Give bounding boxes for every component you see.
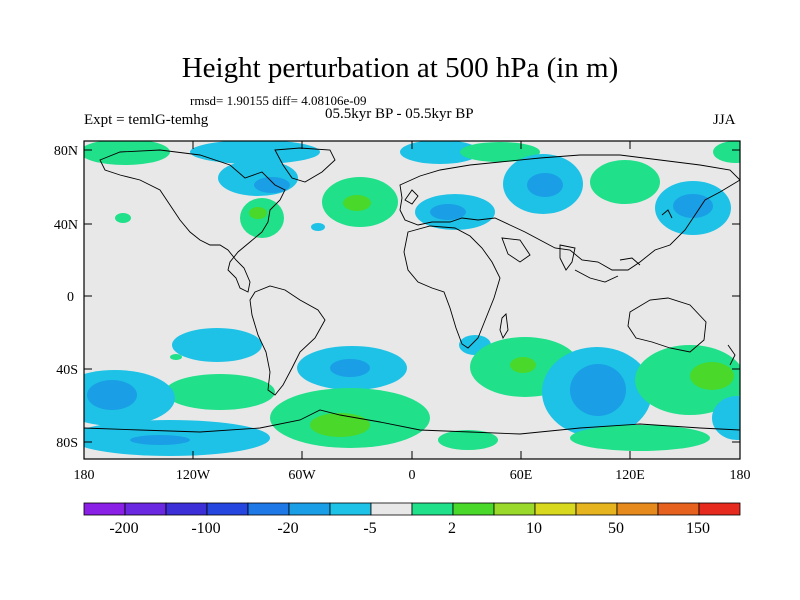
coastlines xyxy=(84,147,740,435)
colorbar-label: 150 xyxy=(686,520,710,537)
lon-label-60e: 60E xyxy=(510,468,533,483)
lat-label-40n: 40N xyxy=(54,218,78,233)
lon-label-120w: 120W xyxy=(176,468,211,483)
lat-label-80n: 80N xyxy=(54,144,78,159)
stats-label: rmsd= 1.90155 diff= 4.08106e-09 xyxy=(190,93,367,108)
colorbar-swatch xyxy=(206,502,249,516)
colorbar-swatch xyxy=(411,502,454,516)
lon-label-180w: 180 xyxy=(74,468,95,483)
colorbar-swatch xyxy=(370,502,413,516)
colorbar-swatch xyxy=(288,502,331,516)
colorbar-swatch xyxy=(534,502,577,516)
colorbar-swatch xyxy=(616,502,659,516)
colorbar-swatch xyxy=(452,502,495,516)
colorbar-label: -200 xyxy=(109,520,138,537)
experiment-label: Expt = temlG-temhg xyxy=(84,112,209,128)
colorbar-label: -5 xyxy=(363,520,376,537)
lon-label-120e: 120E xyxy=(615,468,645,483)
colorbar-swatch xyxy=(83,502,126,516)
colorbar-label: 2 xyxy=(448,520,456,537)
lon-tick-marks xyxy=(83,141,741,459)
lat-label-80s: 80S xyxy=(56,436,78,451)
plot-title: Height perturbation at 500 hPa (in m) xyxy=(181,52,619,84)
lat-label-0: 0 xyxy=(67,290,74,305)
lon-label-0: 0 xyxy=(409,468,416,483)
colorbar-label: 10 xyxy=(526,520,542,537)
colorbar-swatch xyxy=(247,502,290,516)
lon-label-60w: 60W xyxy=(288,468,316,483)
colorbar-swatch xyxy=(575,502,618,516)
colorbar-label: -20 xyxy=(277,520,298,537)
colorbar-swatch xyxy=(329,502,372,516)
season-label: JJA xyxy=(713,112,736,128)
colorbar-label: -100 xyxy=(191,520,220,537)
lat-tick-marks xyxy=(84,149,740,443)
lon-label-180e: 180 xyxy=(730,468,751,483)
lat-label-40s: 40S xyxy=(56,363,78,378)
colorbar-swatch xyxy=(493,502,536,516)
colorbar-label: 50 xyxy=(608,520,624,537)
contour-fills xyxy=(84,141,740,456)
colorbar-swatch xyxy=(657,502,700,516)
period-label: 05.5kyr BP - 05.5kyr BP xyxy=(325,106,474,122)
colorbar-swatch xyxy=(124,502,167,516)
colorbar-swatch xyxy=(698,502,741,516)
colorbar xyxy=(83,502,741,516)
colorbar-swatch xyxy=(165,502,208,516)
